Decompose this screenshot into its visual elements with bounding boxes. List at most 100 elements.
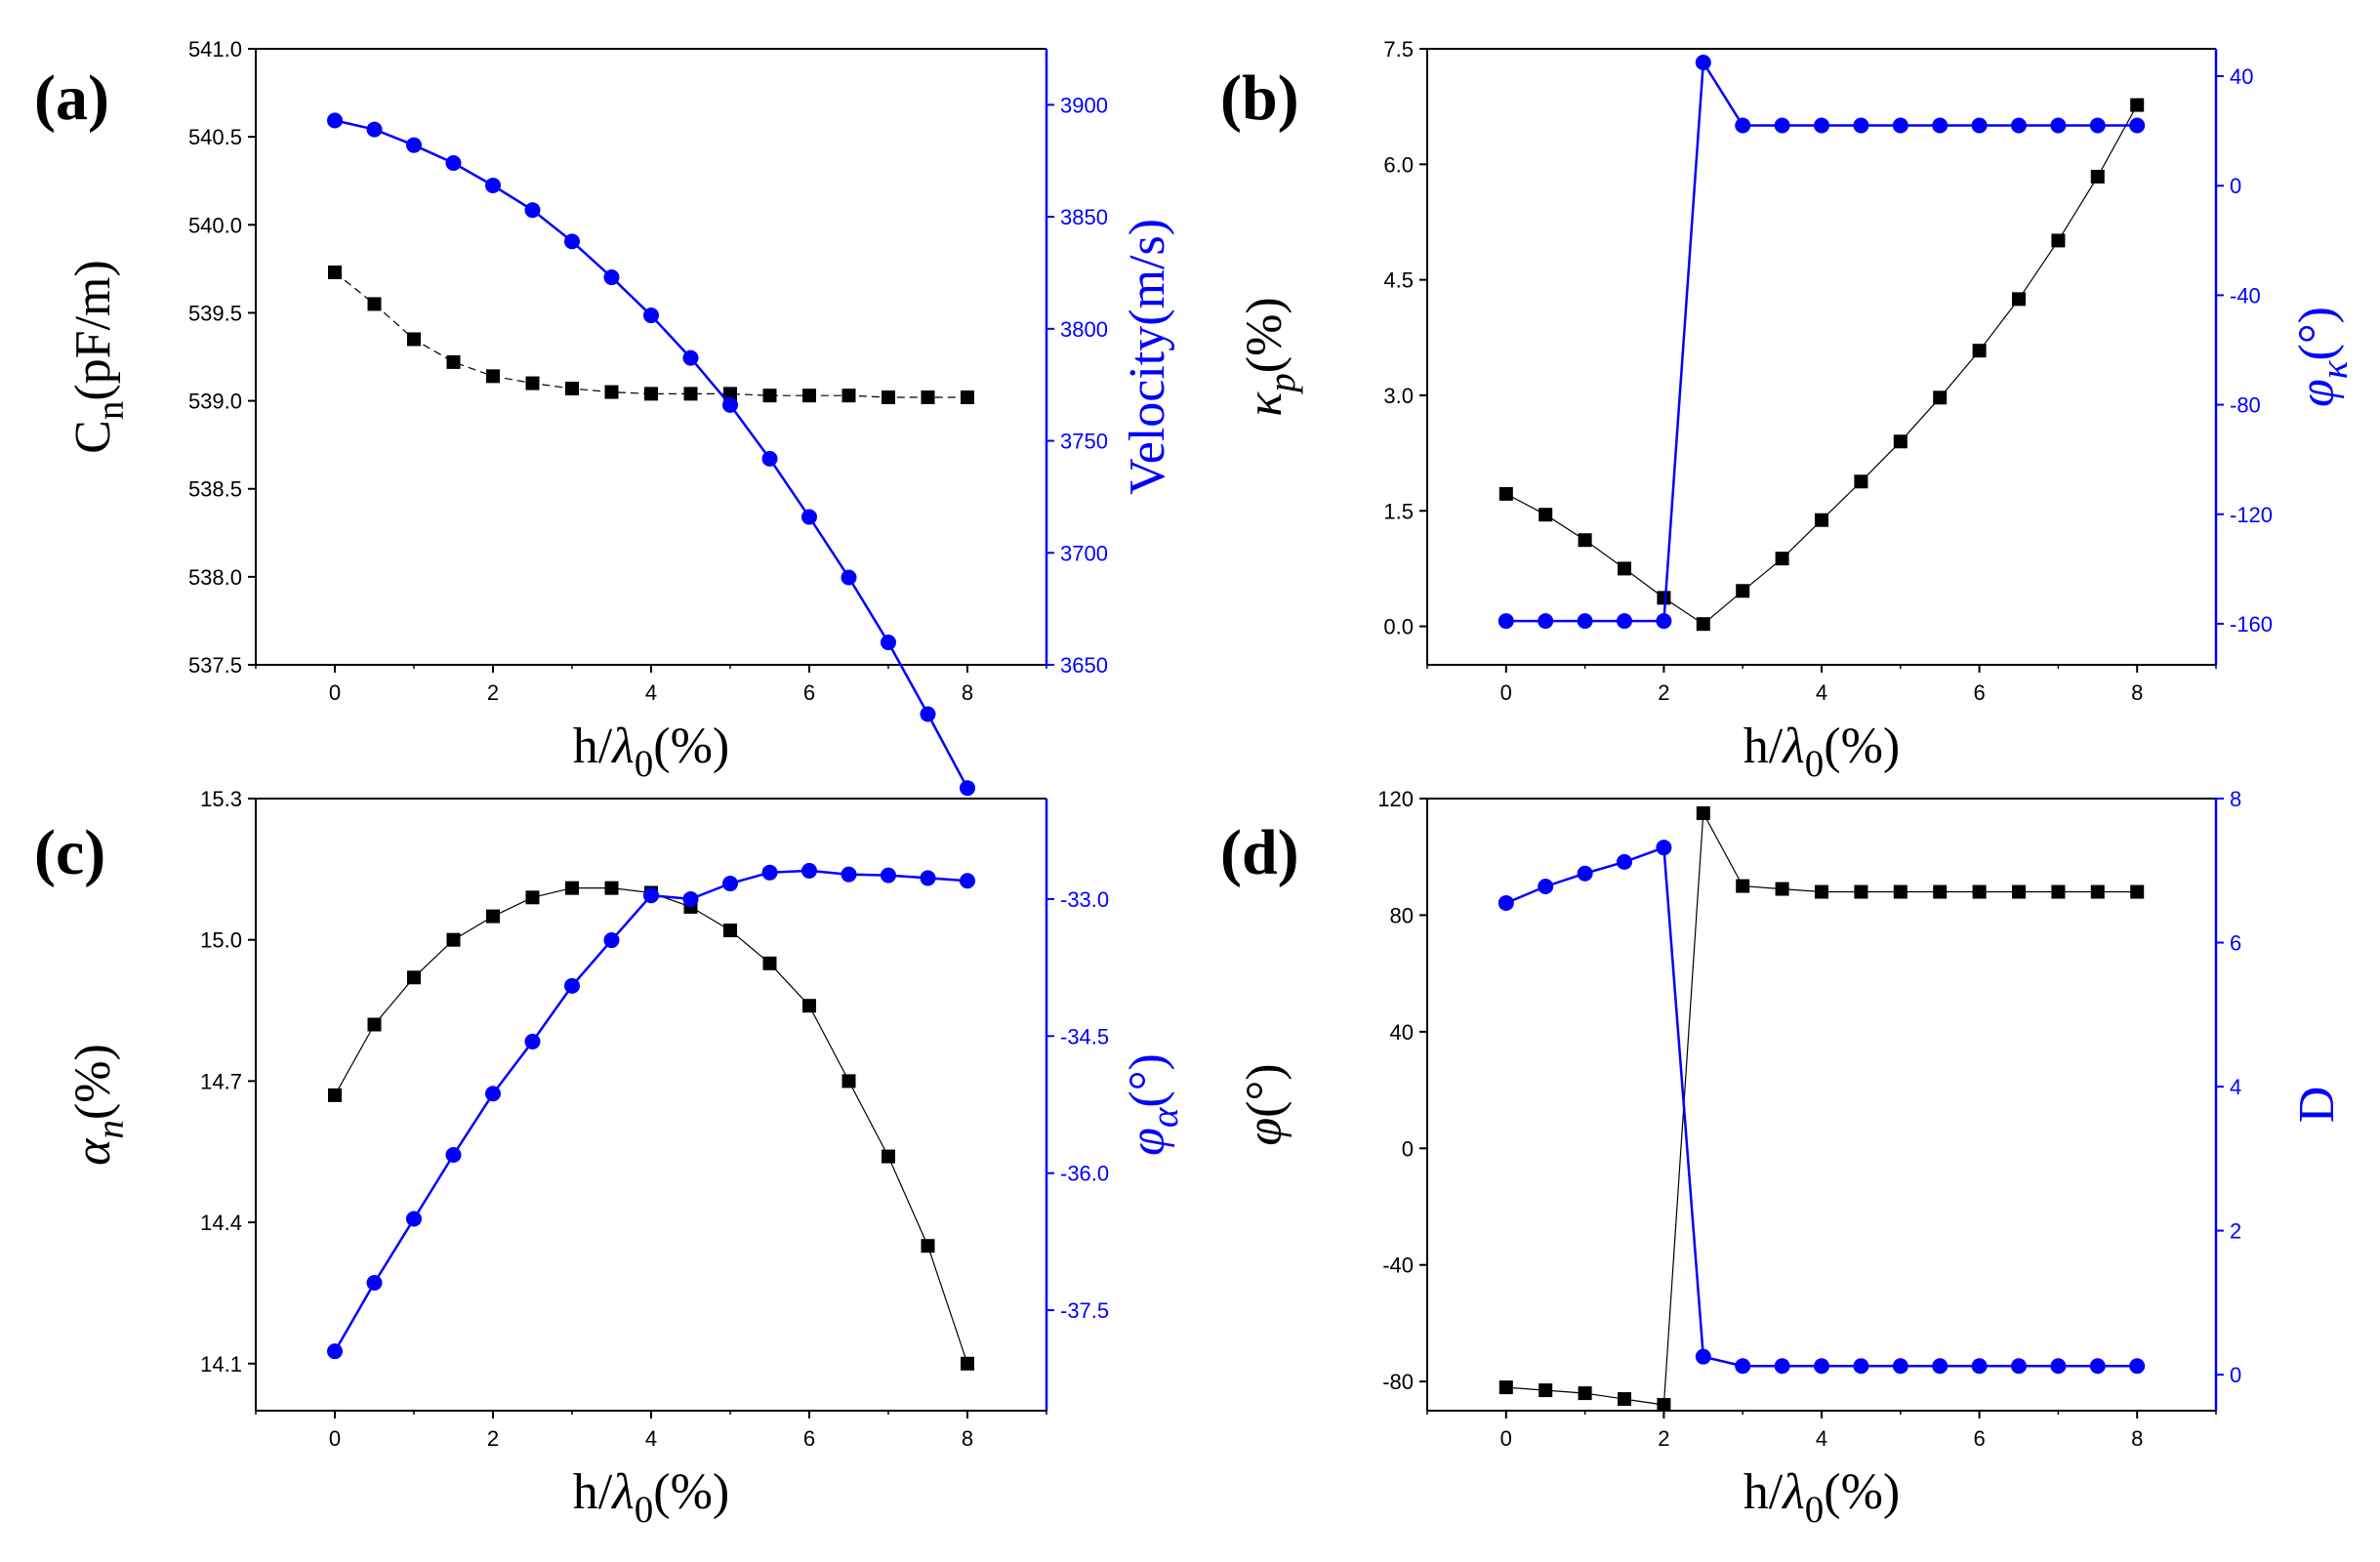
data-point-phi_alpha (445, 1146, 462, 1163)
data-point-Velocity (366, 121, 383, 138)
data-point-Velocity (960, 780, 975, 797)
left-y-tick-label: 14.1 (200, 1352, 242, 1377)
data-point-kappa_p (2051, 233, 2066, 248)
data-point-D (1577, 865, 1593, 882)
right-y-tick-label: -80 (2230, 393, 2261, 418)
data-point-phi_kappa (2089, 117, 2106, 134)
right-y-tick-label: 3650 (1060, 653, 1108, 678)
left-y-tick-label: 3.0 (1383, 384, 1414, 408)
chart-panel-b: 0 2 4 6 8 0.0 1.5 3.0 4.5 6.0 7.5 -160 -120 -80 -40 0 40… (1220, 37, 2356, 785)
x-tick-label: 6 (1973, 1426, 1985, 1451)
right-y-tick-label: -36.0 (1060, 1162, 1109, 1186)
left-axis-title: αn(%) (65, 1044, 132, 1166)
data-point-Velocity (603, 269, 620, 286)
data-point-Cn (446, 354, 461, 369)
right-y-tick-label: 3700 (1060, 541, 1108, 565)
data-point-phi_kappa (2011, 117, 2027, 134)
data-point-D (2129, 1358, 2146, 1375)
data-point-D (1498, 894, 1514, 911)
data-point-D (1695, 1348, 1711, 1365)
right-y-tick-label: 3750 (1060, 430, 1108, 454)
data-point-phi (1893, 884, 1908, 899)
series-line-kappa_p (1505, 104, 2138, 625)
data-point-kappa_p (1539, 508, 1553, 522)
data-point-phi_alpha (643, 887, 659, 904)
data-point-phi (2130, 884, 2145, 899)
data-point-kappa_p (1578, 533, 1592, 548)
data-point-alpha_n (921, 1239, 935, 1254)
left-y-tick-label: -80 (1382, 1370, 1414, 1394)
data-point-phi (1815, 884, 1828, 899)
data-point-alpha_n (762, 956, 777, 970)
data-point-D (1971, 1358, 1988, 1375)
left-y-tick-label: 15.0 (200, 928, 242, 953)
data-point-phi_kappa (1577, 613, 1593, 630)
data-point-alpha_n (841, 1074, 856, 1089)
data-point-kappa_p (2012, 292, 2026, 307)
right-axis-title: D (2289, 1087, 2345, 1124)
left-y-tick-label: 539.5 (188, 301, 242, 325)
data-point-Cn (328, 265, 342, 279)
series-line-phi_alpha (333, 869, 968, 1352)
x-tick-label: 6 (803, 680, 815, 705)
left-y-tick-label: 538.0 (188, 565, 242, 590)
data-point-phi_kappa (1735, 117, 1751, 134)
data-point-phi_kappa (1932, 117, 1949, 134)
data-point-Velocity (327, 112, 343, 129)
left-axis-title: κp(%) (1237, 297, 1303, 416)
left-y-tick-label: 80 (1390, 903, 1414, 927)
data-point-Velocity (881, 635, 896, 651)
data-point-phi_alpha (524, 1033, 541, 1049)
left-y-tick-label: 1.5 (1383, 499, 1414, 523)
data-point-phi_alpha (485, 1086, 501, 1102)
x-tick-label: 2 (1658, 1426, 1669, 1451)
data-point-phi (1972, 884, 1987, 899)
data-point-kappa_p (1933, 390, 1948, 405)
data-point-phi_alpha (327, 1343, 343, 1360)
data-point-phi_kappa (1774, 117, 1790, 134)
x-tick-label: 0 (1500, 680, 1512, 705)
left-y-tick-label: 0 (1402, 1136, 1414, 1161)
x-tick-label: 4 (1816, 680, 1827, 705)
data-point-D (2050, 1358, 2067, 1375)
series-line-phi (1505, 810, 2138, 1406)
right-y-tick-label: -34.5 (1060, 1024, 1109, 1048)
data-point-alpha_n (604, 881, 619, 895)
data-point-phi_kappa (2129, 117, 2146, 134)
data-point-phi (1933, 884, 1948, 899)
data-point-alpha_n (446, 932, 461, 947)
data-point-Cn (961, 390, 974, 404)
left-y-tick-label: 14.4 (200, 1211, 242, 1235)
data-point-kappa_p (1854, 474, 1868, 489)
data-point-kappa_p (1657, 591, 1671, 605)
x-tick-label: 8 (2131, 1426, 2143, 1451)
data-point-alpha_n (328, 1088, 342, 1102)
data-point-Cn (723, 387, 737, 401)
left-y-tick-label: 7.5 (1383, 37, 1414, 62)
data-point-D (1538, 878, 1554, 894)
data-point-phi_kappa (1814, 117, 1829, 134)
right-y-tick-label: -37.5 (1060, 1298, 1109, 1323)
panel-label: (a) (34, 62, 109, 134)
left-y-tick-label: 540.5 (188, 125, 242, 149)
data-point-phi_kappa (1656, 613, 1672, 630)
right-y-tick-label: 4 (2230, 1075, 2241, 1099)
data-point-Cn (762, 389, 777, 403)
left-y-tick-label: 6.0 (1383, 152, 1414, 177)
data-point-Velocity (524, 202, 541, 219)
data-point-phi_kappa (1853, 117, 1869, 134)
left-y-tick-label: 541.0 (188, 37, 242, 62)
data-point-phi_alpha (406, 1211, 422, 1227)
data-point-D (2011, 1358, 2027, 1375)
x-tick-label: 6 (803, 1426, 815, 1451)
data-point-Cn (367, 297, 382, 311)
data-point-phi (2051, 884, 2066, 899)
left-y-tick-label: 14.7 (200, 1069, 242, 1093)
data-point-phi_kappa (1538, 613, 1554, 630)
left-y-tick-label: 540.0 (188, 213, 242, 237)
data-point-kappa_p (1736, 584, 1750, 598)
right-axis-title: φκ(°) (2289, 307, 2356, 407)
right-y-tick-label: -120 (2230, 503, 2273, 527)
data-point-kappa_p (1972, 344, 1987, 358)
data-point-alpha_n (367, 1017, 382, 1032)
